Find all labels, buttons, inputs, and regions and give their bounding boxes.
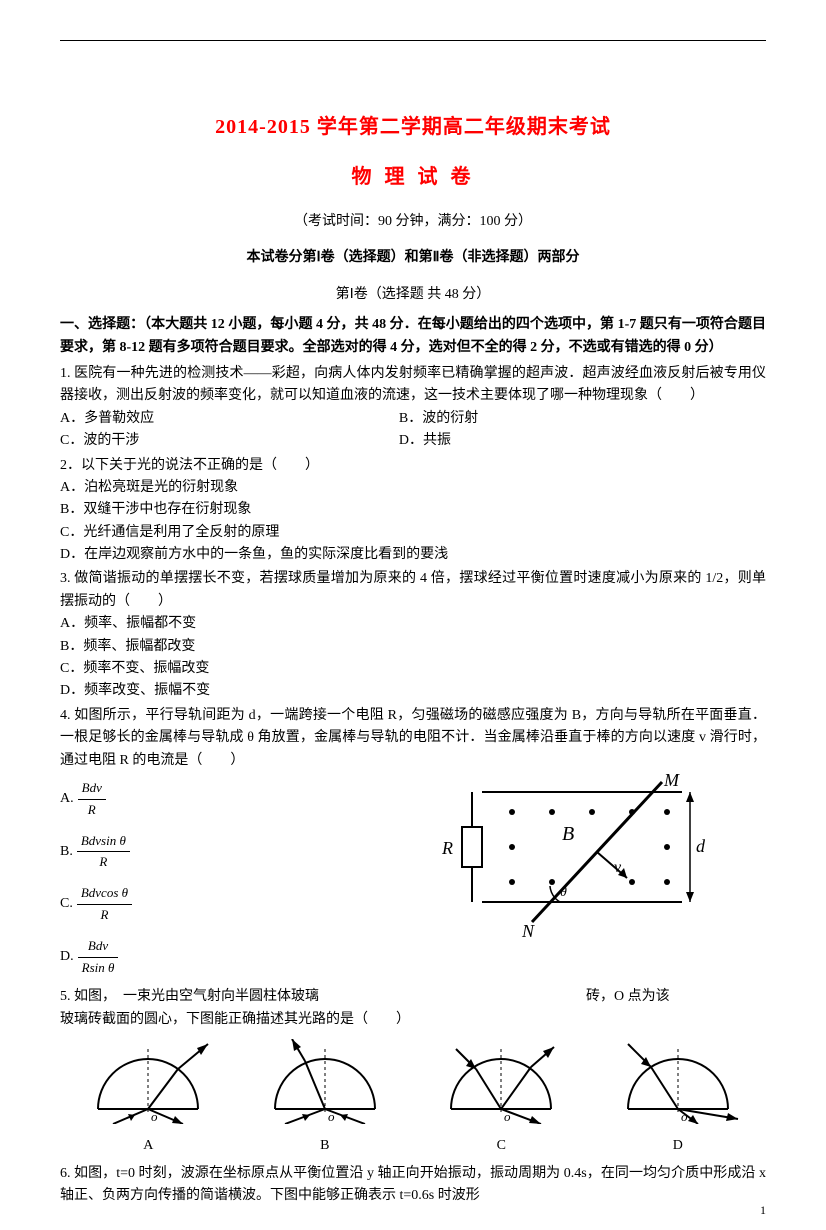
svg-text:N: N [521, 921, 535, 941]
instructions: 一、选择题：（本大题共 12 小题，每小题 4 分，共 48 分．在每小题给出的… [60, 314, 766, 359]
q4-optA: A. BdvR [60, 774, 378, 825]
title-main: 2014-2015 学年第二学期高二年级期末考试 [60, 111, 766, 143]
question-2: 2．以下关于光的说法不正确的是（ ） A．泊松亮斑是光的衍射现象 B．双缝干涉中… [60, 455, 766, 567]
q5-label-A: A [73, 1135, 223, 1157]
q4-optB: B. Bdvsin θR [60, 827, 378, 878]
q4-diagram: R B M N v [378, 772, 766, 942]
q4-text: 4. 如图所示，平行导轨间距为 d，一端跨接一个电阻 R，匀强磁场的磁感应强度为… [60, 705, 766, 772]
q5-text-line2: 玻璃砖截面的圆心，下图能正确描述其光路的是（ ） [60, 1009, 766, 1031]
q3-optC: C．频率不变、振幅改变 [60, 658, 766, 680]
page-top-line [60, 40, 766, 41]
svg-text:o: o [328, 1109, 335, 1124]
q5-diagram-D: o D [603, 1039, 753, 1157]
q5-diagrams: o A [60, 1039, 766, 1157]
section-title: 第Ⅰ卷（选择题 共 48 分） [60, 284, 766, 306]
q5-label-D: D [603, 1135, 753, 1157]
svg-text:v: v [614, 859, 622, 876]
svg-text:o: o [504, 1109, 511, 1124]
q1-optB: B．波的衍射 [399, 408, 738, 430]
q4-optD: D. BdvRsin θ [60, 932, 378, 983]
exam-page: 2014-2015 学年第二学期高二年级期末考试 物 理 试 卷 （考试时间：9… [0, 0, 826, 1230]
q2-optD: D．在岸边观察前方水中的一条鱼，鱼的实际深度比看到的要浅 [60, 544, 766, 566]
q1-optC: C．波的干涉 [60, 430, 399, 452]
q3-text: 3. 做简谐振动的单摆摆长不变，若摆球质量增加为原来的 4 倍，摆球经过平衡位置… [60, 568, 766, 613]
svg-text:o: o [151, 1109, 158, 1124]
q2-optB: B．双缝干涉中也存在衍射现象 [60, 499, 766, 521]
svg-text:d: d [696, 836, 706, 856]
q5-diagram-C: o C [426, 1039, 576, 1157]
svg-text:B: B [562, 823, 574, 845]
svg-text:R: R [441, 838, 453, 858]
page-number: 1 [760, 1201, 766, 1220]
q5-diagram-A: o A [73, 1039, 223, 1157]
q3-optD: D．频率改变、振幅不变 [60, 680, 766, 702]
q4-optC: C. Bdvcos θR [60, 879, 378, 930]
exam-info: （考试时间：90 分钟，满分：100 分） [60, 211, 766, 233]
q2-optC: C．光纤通信是利用了全反射的原理 [60, 522, 766, 544]
exam-structure: 本试卷分第Ⅰ卷（选择题）和第Ⅱ卷（非选择题）两部分 [60, 247, 766, 269]
title-sub: 物 理 试 卷 [60, 161, 766, 193]
svg-text:o: o [681, 1109, 688, 1124]
q4-options: A. BdvR B. Bdvsin θR C. Bdvcos θR D. Bdv… [60, 772, 378, 984]
q1-text: 1. 医院有一种先进的检测技术——彩超，向病人体内发射频率已精确掌握的超声波．超… [60, 363, 766, 408]
question-6: 6. 如图，t=0 时刻，波源在坐标原点从平衡位置沿 y 轴正向开始振动，振动周… [60, 1163, 766, 1208]
question-5: 5. 如图， 一束光由空气射向半圆柱体玻璃 砖，O 点为该 玻璃砖截面的圆心，下… [60, 986, 766, 1157]
q5-diagram-B: o B [250, 1039, 400, 1157]
q1-optD: D．共振 [399, 430, 738, 452]
q3-optA: A．频率、振幅都不变 [60, 613, 766, 635]
question-3: 3. 做简谐振动的单摆摆长不变，若摆球质量增加为原来的 4 倍，摆球经过平衡位置… [60, 568, 766, 702]
q5-label-B: B [250, 1135, 400, 1157]
q5-text-line1: 5. 如图， 一束光由空气射向半圆柱体玻璃 砖，O 点为该 [60, 986, 766, 1008]
q3-optB: B．频率、振幅都改变 [60, 636, 766, 658]
q2-optA: A．泊松亮斑是光的衍射现象 [60, 477, 766, 499]
q2-text: 2．以下关于光的说法不正确的是（ ） [60, 455, 766, 477]
q1-optA: A．多普勒效应 [60, 408, 399, 430]
svg-text:M: M [663, 772, 680, 790]
q5-label-C: C [426, 1135, 576, 1157]
question-4: 4. 如图所示，平行导轨间距为 d，一端跨接一个电阻 R，匀强磁场的磁感应强度为… [60, 705, 766, 985]
q6-text: 6. 如图，t=0 时刻，波源在坐标原点从平衡位置沿 y 轴正向开始振动，振动周… [60, 1163, 766, 1208]
svg-text:θ: θ [560, 885, 567, 900]
question-1: 1. 医院有一种先进的检测技术——彩超，向病人体内发射频率已精确掌握的超声波．超… [60, 363, 766, 453]
